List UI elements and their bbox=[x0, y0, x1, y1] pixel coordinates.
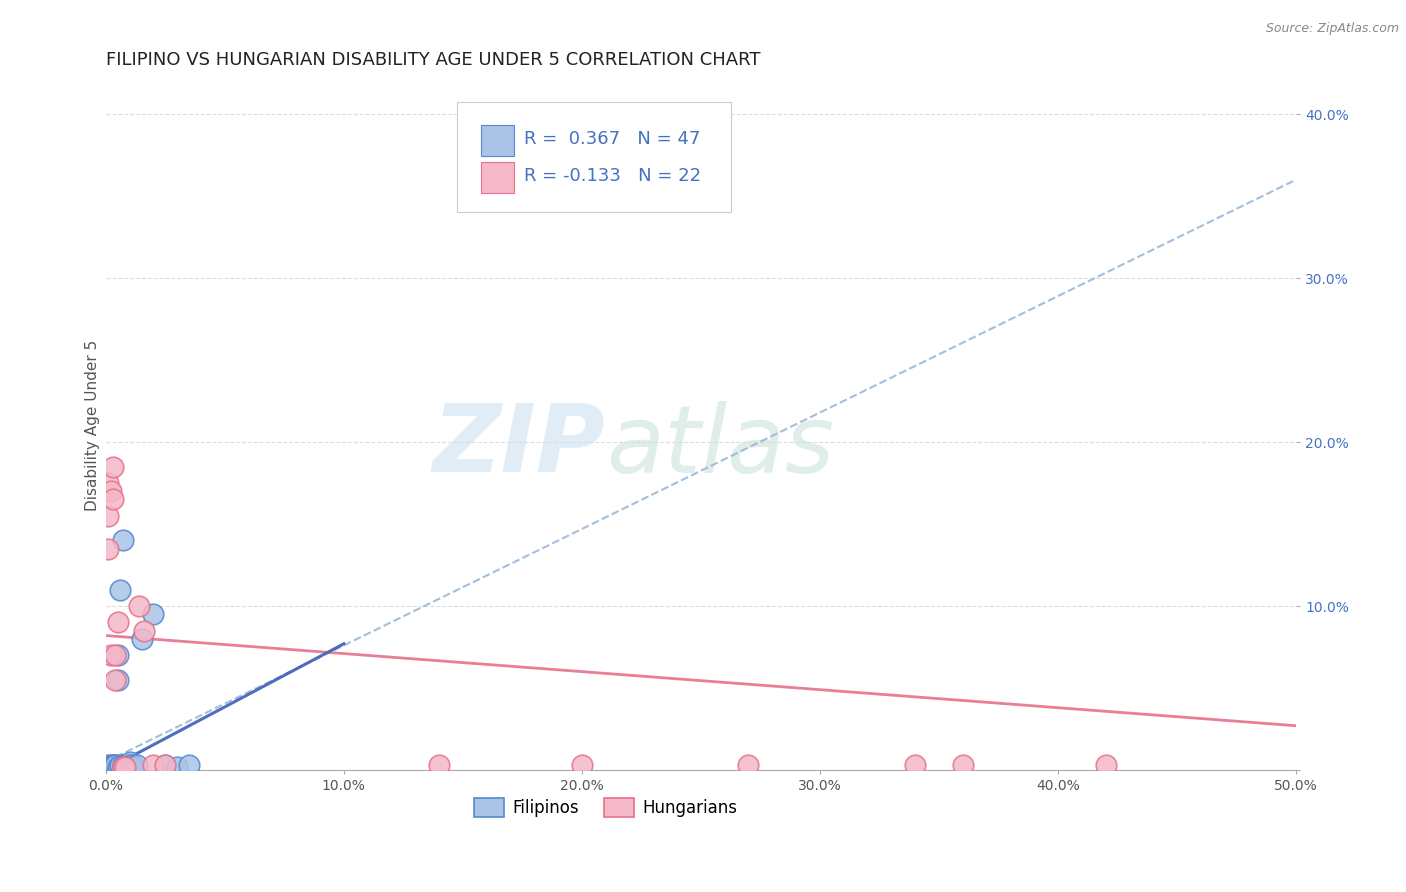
Point bbox=[108, 582, 131, 597]
Point bbox=[952, 758, 974, 772]
Text: R =  0.367   N = 47: R = 0.367 N = 47 bbox=[523, 129, 700, 147]
Point bbox=[100, 760, 122, 774]
Point bbox=[118, 760, 141, 774]
Point bbox=[101, 758, 124, 772]
Point bbox=[100, 760, 122, 774]
Point bbox=[100, 761, 122, 775]
Point bbox=[97, 761, 120, 775]
Point bbox=[108, 758, 131, 772]
Point bbox=[101, 758, 124, 772]
Point bbox=[108, 760, 131, 774]
Point bbox=[117, 760, 139, 774]
Text: atlas: atlas bbox=[606, 401, 834, 491]
Point bbox=[118, 758, 141, 772]
Point bbox=[132, 624, 155, 638]
Point bbox=[97, 758, 120, 772]
Point bbox=[101, 492, 124, 507]
Legend: Filipinos, Hungarians: Filipinos, Hungarians bbox=[467, 791, 744, 823]
Point bbox=[104, 761, 127, 775]
Point bbox=[100, 758, 122, 772]
Point bbox=[142, 607, 165, 622]
Point bbox=[101, 760, 124, 774]
Point bbox=[101, 760, 124, 774]
Point bbox=[131, 632, 153, 646]
Point bbox=[111, 760, 134, 774]
Point bbox=[104, 758, 127, 772]
Text: Source: ZipAtlas.com: Source: ZipAtlas.com bbox=[1265, 22, 1399, 36]
Point bbox=[179, 758, 201, 772]
Point bbox=[107, 760, 129, 774]
Point bbox=[571, 758, 593, 772]
Point bbox=[101, 761, 124, 775]
Point bbox=[125, 758, 148, 772]
Point bbox=[100, 761, 122, 775]
Point bbox=[114, 760, 136, 774]
Point bbox=[118, 755, 141, 769]
Point bbox=[107, 648, 129, 663]
Point bbox=[111, 758, 134, 772]
Point bbox=[100, 484, 122, 499]
Point bbox=[100, 648, 122, 663]
Text: ZIP: ZIP bbox=[433, 401, 606, 492]
Point bbox=[97, 541, 120, 556]
Point bbox=[121, 758, 143, 772]
Point bbox=[97, 760, 120, 774]
Point bbox=[97, 476, 120, 491]
FancyBboxPatch shape bbox=[481, 125, 515, 156]
Point bbox=[1094, 758, 1116, 772]
Text: R = -0.133   N = 22: R = -0.133 N = 22 bbox=[523, 167, 700, 185]
Point bbox=[97, 508, 120, 523]
Y-axis label: Disability Age Under 5: Disability Age Under 5 bbox=[86, 340, 100, 511]
Point bbox=[427, 758, 450, 772]
Point bbox=[166, 760, 188, 774]
FancyBboxPatch shape bbox=[457, 102, 731, 212]
Point bbox=[114, 758, 136, 772]
Point bbox=[737, 758, 759, 772]
Point bbox=[111, 533, 134, 548]
Point bbox=[107, 615, 129, 630]
Point bbox=[117, 758, 139, 772]
Point bbox=[100, 760, 122, 774]
Point bbox=[114, 760, 136, 774]
Point bbox=[107, 761, 129, 775]
Point bbox=[142, 758, 165, 772]
Point bbox=[104, 758, 127, 772]
Point bbox=[155, 758, 177, 772]
Point bbox=[101, 459, 124, 474]
Text: FILIPINO VS HUNGARIAN DISABILITY AGE UNDER 5 CORRELATION CHART: FILIPINO VS HUNGARIAN DISABILITY AGE UND… bbox=[105, 51, 761, 69]
Point bbox=[104, 673, 127, 687]
Point bbox=[104, 648, 127, 663]
Point bbox=[104, 760, 127, 774]
Point bbox=[104, 760, 127, 774]
FancyBboxPatch shape bbox=[481, 162, 515, 193]
Point bbox=[124, 760, 146, 774]
Point bbox=[107, 673, 129, 687]
Point bbox=[97, 761, 120, 775]
Point bbox=[128, 599, 150, 613]
Point bbox=[114, 760, 136, 774]
Point bbox=[97, 760, 120, 774]
Point bbox=[904, 758, 927, 772]
Point bbox=[155, 758, 177, 772]
Point bbox=[111, 760, 134, 774]
